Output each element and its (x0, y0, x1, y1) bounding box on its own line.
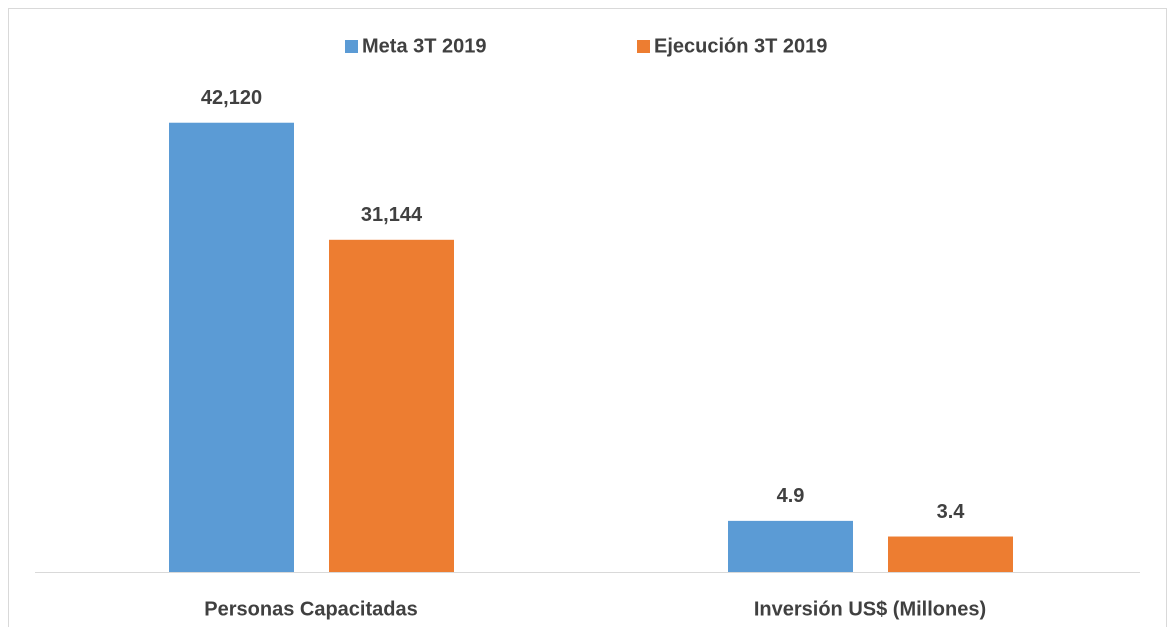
x-tick-label: Personas Capacitadas (204, 598, 417, 620)
bar (329, 239, 454, 572)
legend-label: Meta 3T 2019 (362, 35, 487, 57)
legend-swatch (345, 40, 358, 53)
bar (888, 536, 1013, 572)
data-label: 3.4 (937, 501, 966, 523)
legend-swatch (637, 40, 650, 53)
legend-label: Ejecución 3T 2019 (654, 35, 827, 57)
data-label: 4.9 (777, 485, 805, 507)
bar (169, 122, 294, 572)
x-tick-label: Inversión US$ (Millones) (754, 598, 986, 620)
bar (728, 520, 853, 572)
data-label: 31,144 (361, 204, 423, 226)
data-label: 42,120 (201, 87, 262, 109)
